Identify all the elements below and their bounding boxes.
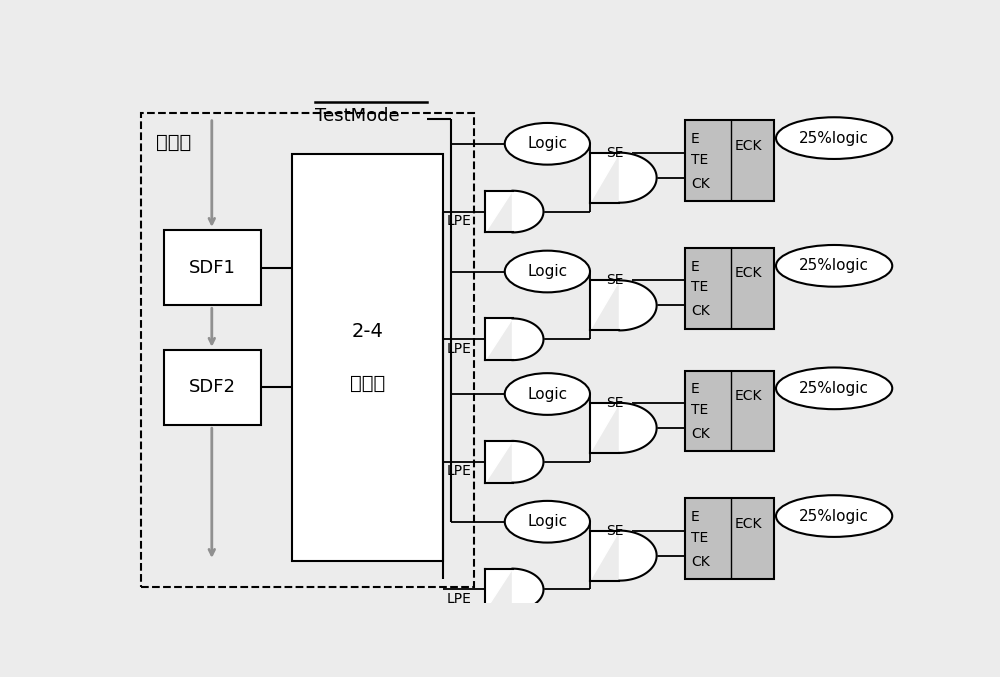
Text: SDF2: SDF2 <box>189 378 236 397</box>
Bar <box>685 248 774 329</box>
Text: SDF1: SDF1 <box>189 259 236 277</box>
Text: SE: SE <box>607 396 624 410</box>
Text: LPE: LPE <box>447 592 472 606</box>
Text: 扫描链: 扫描链 <box>156 133 191 152</box>
Polygon shape <box>590 531 657 581</box>
Text: LPE: LPE <box>447 342 472 356</box>
Polygon shape <box>485 441 543 483</box>
Text: 25%logic: 25%logic <box>799 259 869 274</box>
Text: 2-4: 2-4 <box>351 322 383 341</box>
Ellipse shape <box>776 368 892 409</box>
Text: TE: TE <box>691 403 708 417</box>
Text: LPE: LPE <box>447 214 472 228</box>
Bar <box>164 230 261 305</box>
Polygon shape <box>590 152 657 202</box>
Text: ECK: ECK <box>735 389 762 403</box>
Ellipse shape <box>776 495 892 537</box>
Text: E: E <box>691 132 700 146</box>
Text: TestMode: TestMode <box>315 108 400 125</box>
Text: CK: CK <box>691 177 710 191</box>
Text: E: E <box>691 382 700 396</box>
Text: Logic: Logic <box>527 136 567 151</box>
Text: SE: SE <box>607 146 624 160</box>
Text: TE: TE <box>691 280 708 294</box>
Text: CK: CK <box>691 427 710 441</box>
Ellipse shape <box>776 117 892 159</box>
Ellipse shape <box>505 501 590 542</box>
Text: CK: CK <box>691 305 710 318</box>
Text: Logic: Logic <box>527 387 567 401</box>
Bar <box>140 112 474 587</box>
Text: SE: SE <box>607 523 624 538</box>
Text: ECK: ECK <box>735 517 762 531</box>
Text: E: E <box>691 259 700 274</box>
Ellipse shape <box>505 123 590 165</box>
Text: SE: SE <box>607 274 624 287</box>
Text: E: E <box>691 510 700 524</box>
Text: 25%logic: 25%logic <box>799 381 869 396</box>
Text: Logic: Logic <box>527 264 567 279</box>
Text: 译码器: 译码器 <box>350 374 385 393</box>
Text: 25%logic: 25%logic <box>799 508 869 523</box>
Polygon shape <box>485 569 543 611</box>
Bar <box>685 498 774 579</box>
Polygon shape <box>590 403 657 453</box>
Text: ECK: ECK <box>735 266 762 280</box>
Polygon shape <box>485 191 543 232</box>
Text: CK: CK <box>691 554 710 569</box>
Text: TE: TE <box>691 531 708 544</box>
Text: LPE: LPE <box>447 464 472 479</box>
Ellipse shape <box>505 250 590 292</box>
Bar <box>164 350 261 425</box>
Text: TE: TE <box>691 152 708 167</box>
Ellipse shape <box>505 373 590 415</box>
Bar <box>292 154 443 561</box>
Bar <box>685 121 774 201</box>
Polygon shape <box>590 280 657 330</box>
Text: ECK: ECK <box>735 139 762 152</box>
Ellipse shape <box>776 245 892 286</box>
Bar <box>685 370 774 452</box>
Text: Logic: Logic <box>527 515 567 529</box>
Polygon shape <box>485 318 543 360</box>
Text: 25%logic: 25%logic <box>799 131 869 146</box>
